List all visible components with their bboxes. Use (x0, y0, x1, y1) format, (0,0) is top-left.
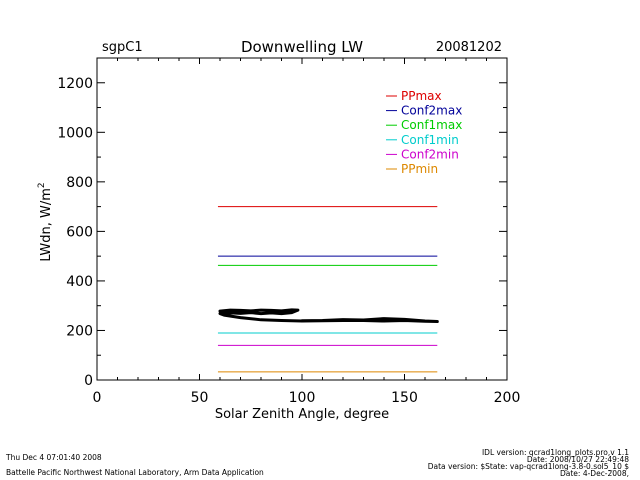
observed-line (218, 308, 439, 324)
organization: Battelle Pacific Northwest National Labo… (6, 468, 264, 477)
chart-title: Downwelling LW (241, 38, 363, 56)
legend-label-conf1max: Conf1max (401, 118, 462, 132)
y-tick-label: 400 (66, 274, 93, 290)
y-tick-label: 800 (66, 175, 93, 191)
y-tick-label: 1000 (57, 125, 93, 141)
y-axis-label-main: LWdn, W/m (39, 188, 54, 262)
idl-date: Date: 2008/10/27 22:49:48 (527, 455, 629, 464)
idl-version: IDL version: qcrad1long_plots.pro,v 1.1 (482, 448, 629, 457)
y-tick-label: 200 (66, 323, 93, 339)
y-axis-tick-labels: 0 200 400 600 800 1000 1200 (57, 76, 93, 389)
y-tick-label: 0 (84, 373, 93, 389)
data-version: Data version: $State: vap-qcrad1long-3.8… (428, 462, 630, 471)
y-axis-label: LWdn, W/m2 (37, 182, 54, 261)
legend-label-ppmin: PPmin (401, 162, 438, 176)
x-axis-label: Solar Zenith Angle, degree (215, 407, 389, 422)
x-tick-label: 0 (93, 390, 102, 406)
legend-label-conf2min: Conf2min (401, 147, 459, 161)
y-axis-ticks (97, 82, 507, 381)
y-axis-label-superscript: 2 (37, 182, 47, 188)
legend-label-conf2max: Conf2max (401, 104, 462, 118)
observed-lwdn (218, 308, 439, 324)
x-tick-label: 200 (494, 390, 521, 406)
x-axis-ticks (96, 58, 508, 380)
data-date: Date: 4-Dec-2008, (560, 469, 629, 478)
series-lines (217, 206, 438, 373)
x-tick-label: 150 (391, 390, 418, 406)
x-tick-label: 50 (191, 390, 209, 406)
x-tick-label: 100 (289, 390, 316, 406)
legend-label-conf1min: Conf1min (401, 133, 459, 147)
run-time: Thu Dec 4 07:01:40 2008 (5, 453, 102, 462)
legend: PPmaxConf2maxConf1maxConf1minConf2minPPm… (386, 89, 462, 176)
date-label: 20081202 (436, 40, 502, 55)
legend-label-ppmax: PPmax (401, 89, 442, 103)
y-tick-label: 1200 (57, 76, 93, 92)
y-tick-label: 600 (66, 224, 93, 240)
site-label: sgpC1 (102, 40, 143, 55)
x-axis-tick-labels: 0 50 100 150 200 (93, 390, 521, 406)
